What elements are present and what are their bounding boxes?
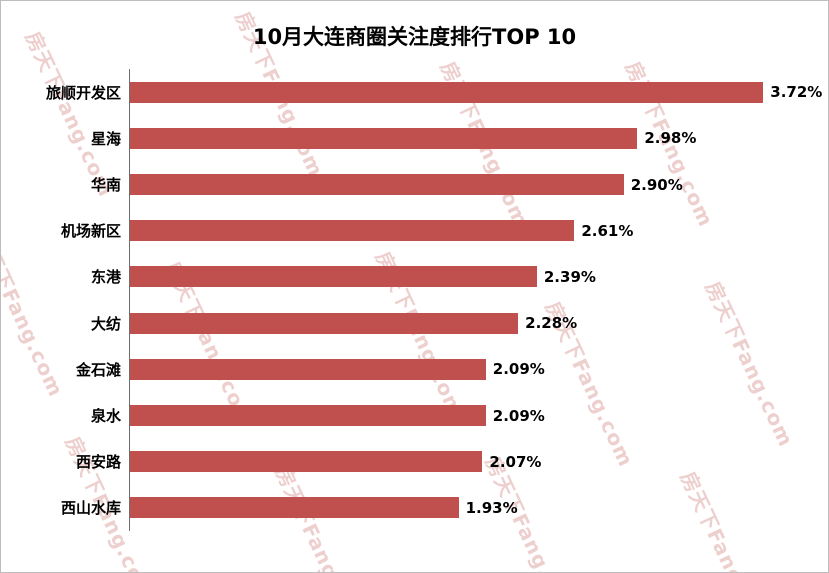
category-label: 大纺 bbox=[90, 314, 121, 333]
category-label: 泉水 bbox=[90, 407, 121, 426]
bar bbox=[130, 174, 624, 195]
chart-title: 10月大连商圈关注度排行TOP 10 bbox=[252, 25, 577, 49]
category-label: 东港 bbox=[90, 268, 121, 287]
value-label: 2.09% bbox=[492, 406, 545, 425]
value-label: 2.07% bbox=[489, 452, 542, 471]
plot-area: 2.09% bbox=[129, 392, 828, 439]
bar-row: 旅顺开发区 3.72% bbox=[1, 69, 828, 116]
plot-area: 2.28% bbox=[129, 300, 828, 347]
bar-row: 大纺 2.28% bbox=[1, 300, 828, 347]
bar bbox=[130, 81, 764, 103]
category-label: 金石滩 bbox=[75, 360, 121, 379]
bar bbox=[130, 127, 638, 149]
bar bbox=[130, 497, 459, 519]
value-label: 2.90% bbox=[630, 175, 683, 194]
category-label: 西山水库 bbox=[60, 499, 121, 518]
value-label: 3.72% bbox=[770, 83, 823, 102]
bar bbox=[130, 266, 537, 288]
bar-row: 东港 2.39% bbox=[1, 253, 828, 301]
plot-area: 2.09% bbox=[129, 346, 828, 393]
value-label: 2.98% bbox=[644, 129, 697, 148]
bar bbox=[130, 358, 486, 380]
value-label: 2.39% bbox=[543, 267, 596, 286]
value-label: 2.28% bbox=[525, 314, 578, 333]
plot-area: 2.61% bbox=[129, 207, 828, 254]
bar-row: 华南 2.90% bbox=[1, 161, 828, 208]
plot-area: 2.90% bbox=[129, 161, 828, 208]
bar-row: 西安路 2.07% bbox=[1, 438, 828, 485]
category-label: 西安路 bbox=[75, 453, 121, 472]
category-label: 华南 bbox=[90, 176, 121, 194]
bar bbox=[130, 405, 486, 427]
bar-row: 机场新区 2.61% bbox=[1, 207, 828, 254]
plot-area: 3.72% bbox=[129, 69, 828, 116]
plot-area: 2.39% bbox=[129, 253, 828, 301]
bar-row: 西山水库 1.93% bbox=[1, 484, 828, 532]
category-label: 旅顺开发区 bbox=[45, 83, 121, 102]
bar-row: 泉水 2.09% bbox=[1, 392, 828, 439]
bar-row: 金石滩 2.09% bbox=[1, 346, 828, 393]
category-label: 星海 bbox=[90, 129, 121, 148]
category-label: 机场新区 bbox=[60, 222, 121, 241]
plot-area: 1.93% bbox=[129, 484, 828, 532]
bar bbox=[130, 220, 575, 242]
plot-area: 2.07% bbox=[129, 438, 828, 485]
bar bbox=[130, 312, 519, 334]
value-label: 2.61% bbox=[581, 221, 634, 240]
bar bbox=[130, 451, 483, 473]
value-label: 2.09% bbox=[492, 360, 545, 379]
value-label: 1.93% bbox=[465, 498, 518, 517]
bar-row: 星海 2.98% bbox=[1, 115, 828, 162]
plot-area: 2.98% bbox=[129, 115, 828, 162]
bar-chart: 旅顺开发区 3.72% 星海 2.98% 华南 2.90% 机场新区 2.61% 东港 2.39%… bbox=[1, 69, 828, 532]
